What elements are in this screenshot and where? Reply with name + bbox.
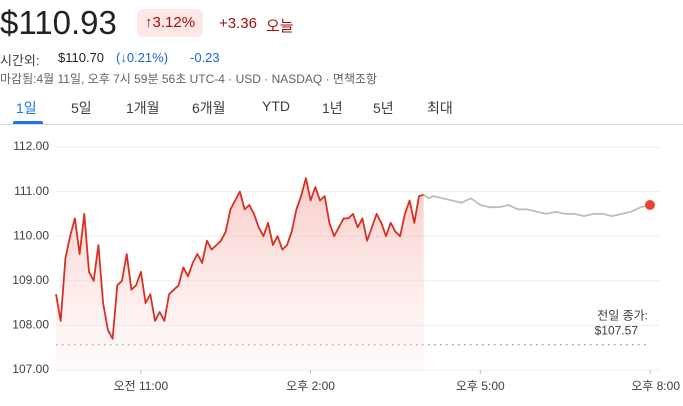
divider xyxy=(0,124,683,125)
status: 마감됨:4월 11일, 오후 7시 59분 56초 UTC-4 · USD · … xyxy=(0,72,378,86)
change-badge: ↑3.12% xyxy=(137,9,204,37)
after-hours-pct: (↓0.21%) xyxy=(116,50,169,65)
y-tick-label: 108.00 xyxy=(12,318,49,332)
previous-close-label: 전일 종가: xyxy=(597,309,648,323)
y-tick-label: 107.00 xyxy=(12,362,49,376)
after-hours-change: -0.23 xyxy=(190,50,220,65)
change: +3.36 xyxy=(219,15,257,32)
change-period: 오늘 xyxy=(266,18,294,35)
tab[interactable]: 1개월 xyxy=(126,100,160,116)
tab[interactable]: 5일 xyxy=(71,100,92,116)
tab[interactable]: 최대 xyxy=(427,100,453,116)
y-tick-label: 112.00 xyxy=(13,139,49,153)
x-tick-label: 오후 5:00 xyxy=(456,379,505,393)
price-line xyxy=(55,177,424,340)
tab[interactable]: 1년 xyxy=(322,100,343,116)
x-tick-label: 오후 8:00 xyxy=(631,379,680,393)
x-tick-label: 오후 2:00 xyxy=(286,379,335,393)
tab-underline xyxy=(13,121,43,124)
price: $110.93 xyxy=(0,4,117,41)
y-tick-label: 109.00 xyxy=(12,273,49,287)
after-hours-price: $110.70 xyxy=(58,50,105,65)
price-line xyxy=(423,193,651,217)
previous-close-value: $107.57 xyxy=(595,324,639,338)
tab[interactable]: 5년 xyxy=(373,100,394,116)
area xyxy=(56,178,424,370)
after-hours-label: 시간외: xyxy=(0,53,40,68)
tab[interactable]: YTD xyxy=(262,98,290,114)
tab[interactable]: 6개월 xyxy=(192,100,226,116)
y-tick-label: 111.00 xyxy=(14,184,49,198)
x-tick-label: 오전 11:00 xyxy=(114,379,169,393)
y-tick-label: 110.00 xyxy=(13,228,49,242)
current-dot xyxy=(645,199,655,210)
tab[interactable]: 1일 xyxy=(16,100,37,116)
